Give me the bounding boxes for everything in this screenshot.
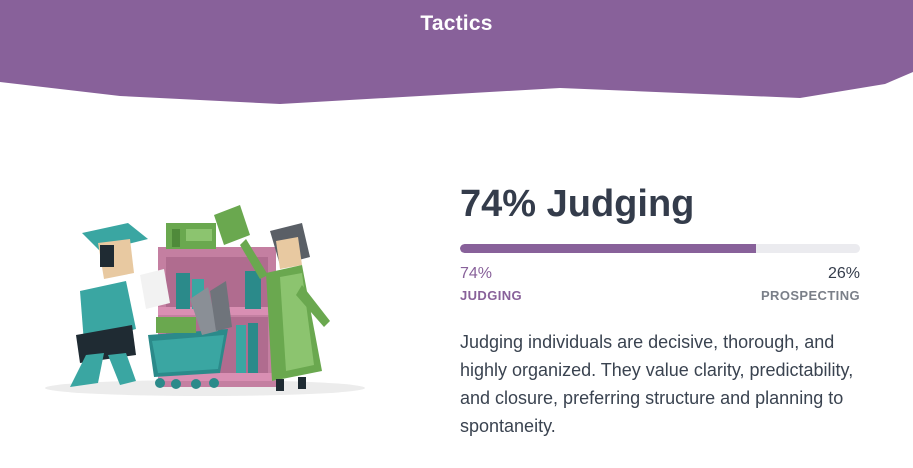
trait-progress-fill [460, 244, 756, 253]
trait-progress-bar [460, 244, 860, 253]
left-trait-label: 74% JUDGING [460, 264, 522, 304]
right-trait-name: PROSPECTING [760, 288, 860, 303]
left-trait-percent: 74% [460, 265, 493, 282]
right-trait-label: 26% PROSPECTING [761, 264, 860, 304]
header-wave-banner [0, 0, 913, 104]
trait-percent: 74% [460, 183, 537, 225]
right-trait-percent: 26% [827, 265, 860, 282]
page-header: Tactics [0, 0, 913, 110]
trait-heading: 74% Judging [460, 180, 860, 228]
shopping-shelf-illustration [40, 195, 370, 405]
trait-description: Judging individuals are decisive, thorou… [460, 332, 854, 436]
trait-scale-labels: 74% JUDGING 26% PROSPECTING [460, 264, 860, 310]
trait-panel: 74% Judging 74% JUDGING 26% PROSPECTING … [460, 180, 860, 440]
section-title: Tactics [420, 12, 493, 35]
trait-name: Judging [546, 183, 695, 225]
left-trait-name: JUDGING [460, 288, 523, 303]
